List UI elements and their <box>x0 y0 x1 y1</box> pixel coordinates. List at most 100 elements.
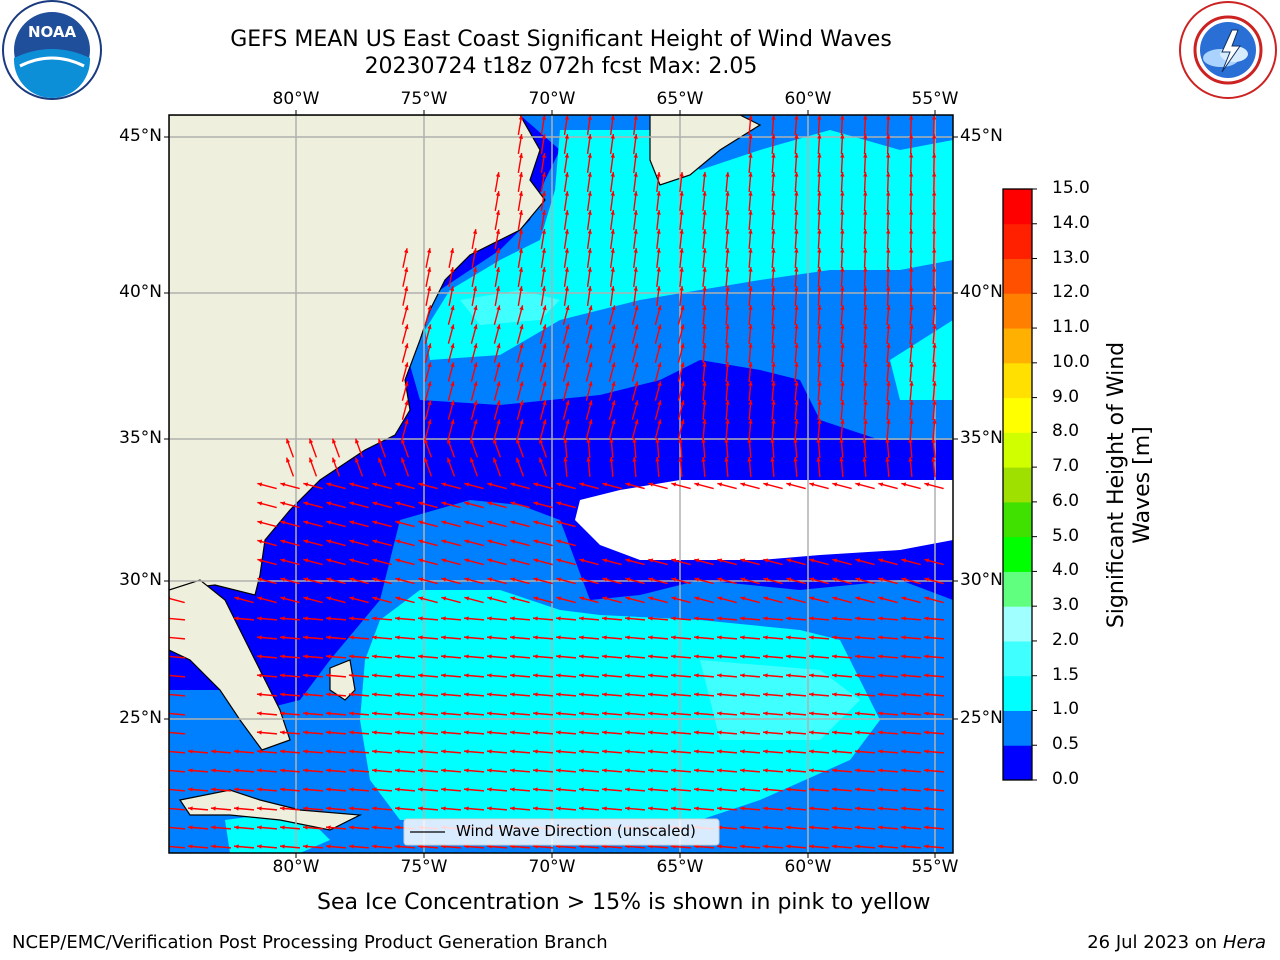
wave-arrow <box>371 787 393 792</box>
wave-arrow <box>586 229 592 249</box>
wave-arrow <box>325 673 347 678</box>
colorbar-segment <box>1003 293 1032 329</box>
wave-arrow <box>808 825 830 830</box>
wave-arrow <box>348 787 370 792</box>
wave-arrow <box>303 482 323 490</box>
wave-arrow <box>532 673 554 678</box>
wave-arrow <box>886 228 891 250</box>
wave-arrow <box>633 266 638 288</box>
arrow-legend <box>403 818 720 846</box>
chart-title: GEFS MEAN US East Coast Significant Heig… <box>230 27 892 52</box>
wave-arrow <box>624 635 646 640</box>
wave-arrow <box>233 806 255 811</box>
colorbar-segment <box>1003 606 1032 642</box>
wave-arrow <box>470 400 478 420</box>
lon-label-bottom: 75°W <box>400 857 448 877</box>
wave-arrow <box>817 133 822 155</box>
wave-arrow <box>371 749 393 754</box>
wave-arrow <box>923 654 945 659</box>
wave-arrow <box>585 419 593 439</box>
wave-arrow <box>440 787 462 792</box>
wave-arrow <box>716 673 738 678</box>
wave-arrow <box>670 768 692 773</box>
wave-arrow <box>371 730 393 735</box>
wave-arrow <box>517 134 524 154</box>
wave-arrow <box>401 419 409 439</box>
wave-arrow <box>486 635 508 640</box>
wave-arrow <box>348 673 370 678</box>
wave-arrow <box>563 115 569 135</box>
wave-arrow <box>447 400 455 420</box>
wave-arrow <box>748 399 753 421</box>
wave-arrow <box>349 596 369 604</box>
wave-arrow <box>763 596 783 604</box>
wave-arrow <box>831 825 853 830</box>
wave-arrow <box>624 616 646 621</box>
wave-arrow <box>257 558 277 566</box>
wave-arrow <box>463 749 485 754</box>
wave-arrow <box>602 596 622 604</box>
wave-arrow <box>794 342 799 364</box>
wave-arrow <box>840 304 845 326</box>
colorbar-tick-label: 13.0 <box>1052 247 1090 268</box>
wave-arrow <box>256 787 278 792</box>
wave-arrow <box>670 635 692 640</box>
wave-arrow <box>586 437 591 459</box>
wave-arrow <box>831 730 853 735</box>
wave-arrow <box>725 380 730 402</box>
wave-arrow <box>348 654 370 659</box>
wave-arrow <box>586 248 592 268</box>
wave-arrow <box>817 209 822 231</box>
wave-arrow <box>771 266 776 288</box>
lon-label-bottom: 60°W <box>784 857 832 877</box>
wave-arrow <box>854 635 876 640</box>
wave-arrow <box>447 419 455 439</box>
colorbar-segment <box>1003 745 1032 781</box>
wave-arrow <box>585 343 593 363</box>
wave-arrow <box>725 266 730 288</box>
wave-arrow <box>440 730 462 735</box>
wave-arrow <box>694 577 714 585</box>
wave-arrow <box>563 153 569 173</box>
wave-arrow <box>540 191 547 211</box>
wave-arrow <box>533 501 553 509</box>
wave-arrow <box>739 825 761 830</box>
wave-arrow <box>609 437 614 459</box>
footer-right: 26 Jul 2023 on Hera <box>1087 932 1266 953</box>
wave-arrow <box>395 577 415 585</box>
wave-arrow <box>677 343 685 363</box>
wave-arrow <box>671 482 691 490</box>
wave-arrow <box>877 730 899 735</box>
wave-arrow <box>817 228 822 250</box>
wave-arrow <box>303 577 323 585</box>
wave-arrow <box>516 305 524 325</box>
wave-arrow <box>516 400 524 420</box>
wave-arrow <box>923 692 945 697</box>
wave-arrow <box>633 171 638 193</box>
wave-arrow <box>303 520 323 528</box>
wave-arrow <box>748 285 753 307</box>
wave-arrow <box>932 361 937 383</box>
wave-arrow <box>677 381 685 401</box>
wave-arrow <box>656 266 661 288</box>
wave-arrow <box>424 362 432 382</box>
wave-arrow <box>771 399 776 421</box>
wave-arrow <box>562 400 570 420</box>
wave-arrow <box>702 209 707 231</box>
wave-arrow <box>371 825 393 830</box>
wave-arrow <box>402 267 409 287</box>
wave-arrow <box>395 482 415 490</box>
wave-height-band-1.5 <box>460 290 860 740</box>
wave-arrow <box>840 418 845 440</box>
wave-arrow <box>877 749 899 754</box>
wave-arrow <box>909 418 914 440</box>
wave-arrow <box>486 749 508 754</box>
wave-arrow <box>831 673 853 678</box>
wave-arrow <box>555 787 577 792</box>
wave-arrow <box>303 501 323 509</box>
wave-arrow <box>257 482 277 490</box>
wave-arrow <box>739 730 761 735</box>
wave-arrow <box>878 596 898 604</box>
wave-arrow <box>349 482 369 490</box>
wave-arrow <box>302 692 324 697</box>
